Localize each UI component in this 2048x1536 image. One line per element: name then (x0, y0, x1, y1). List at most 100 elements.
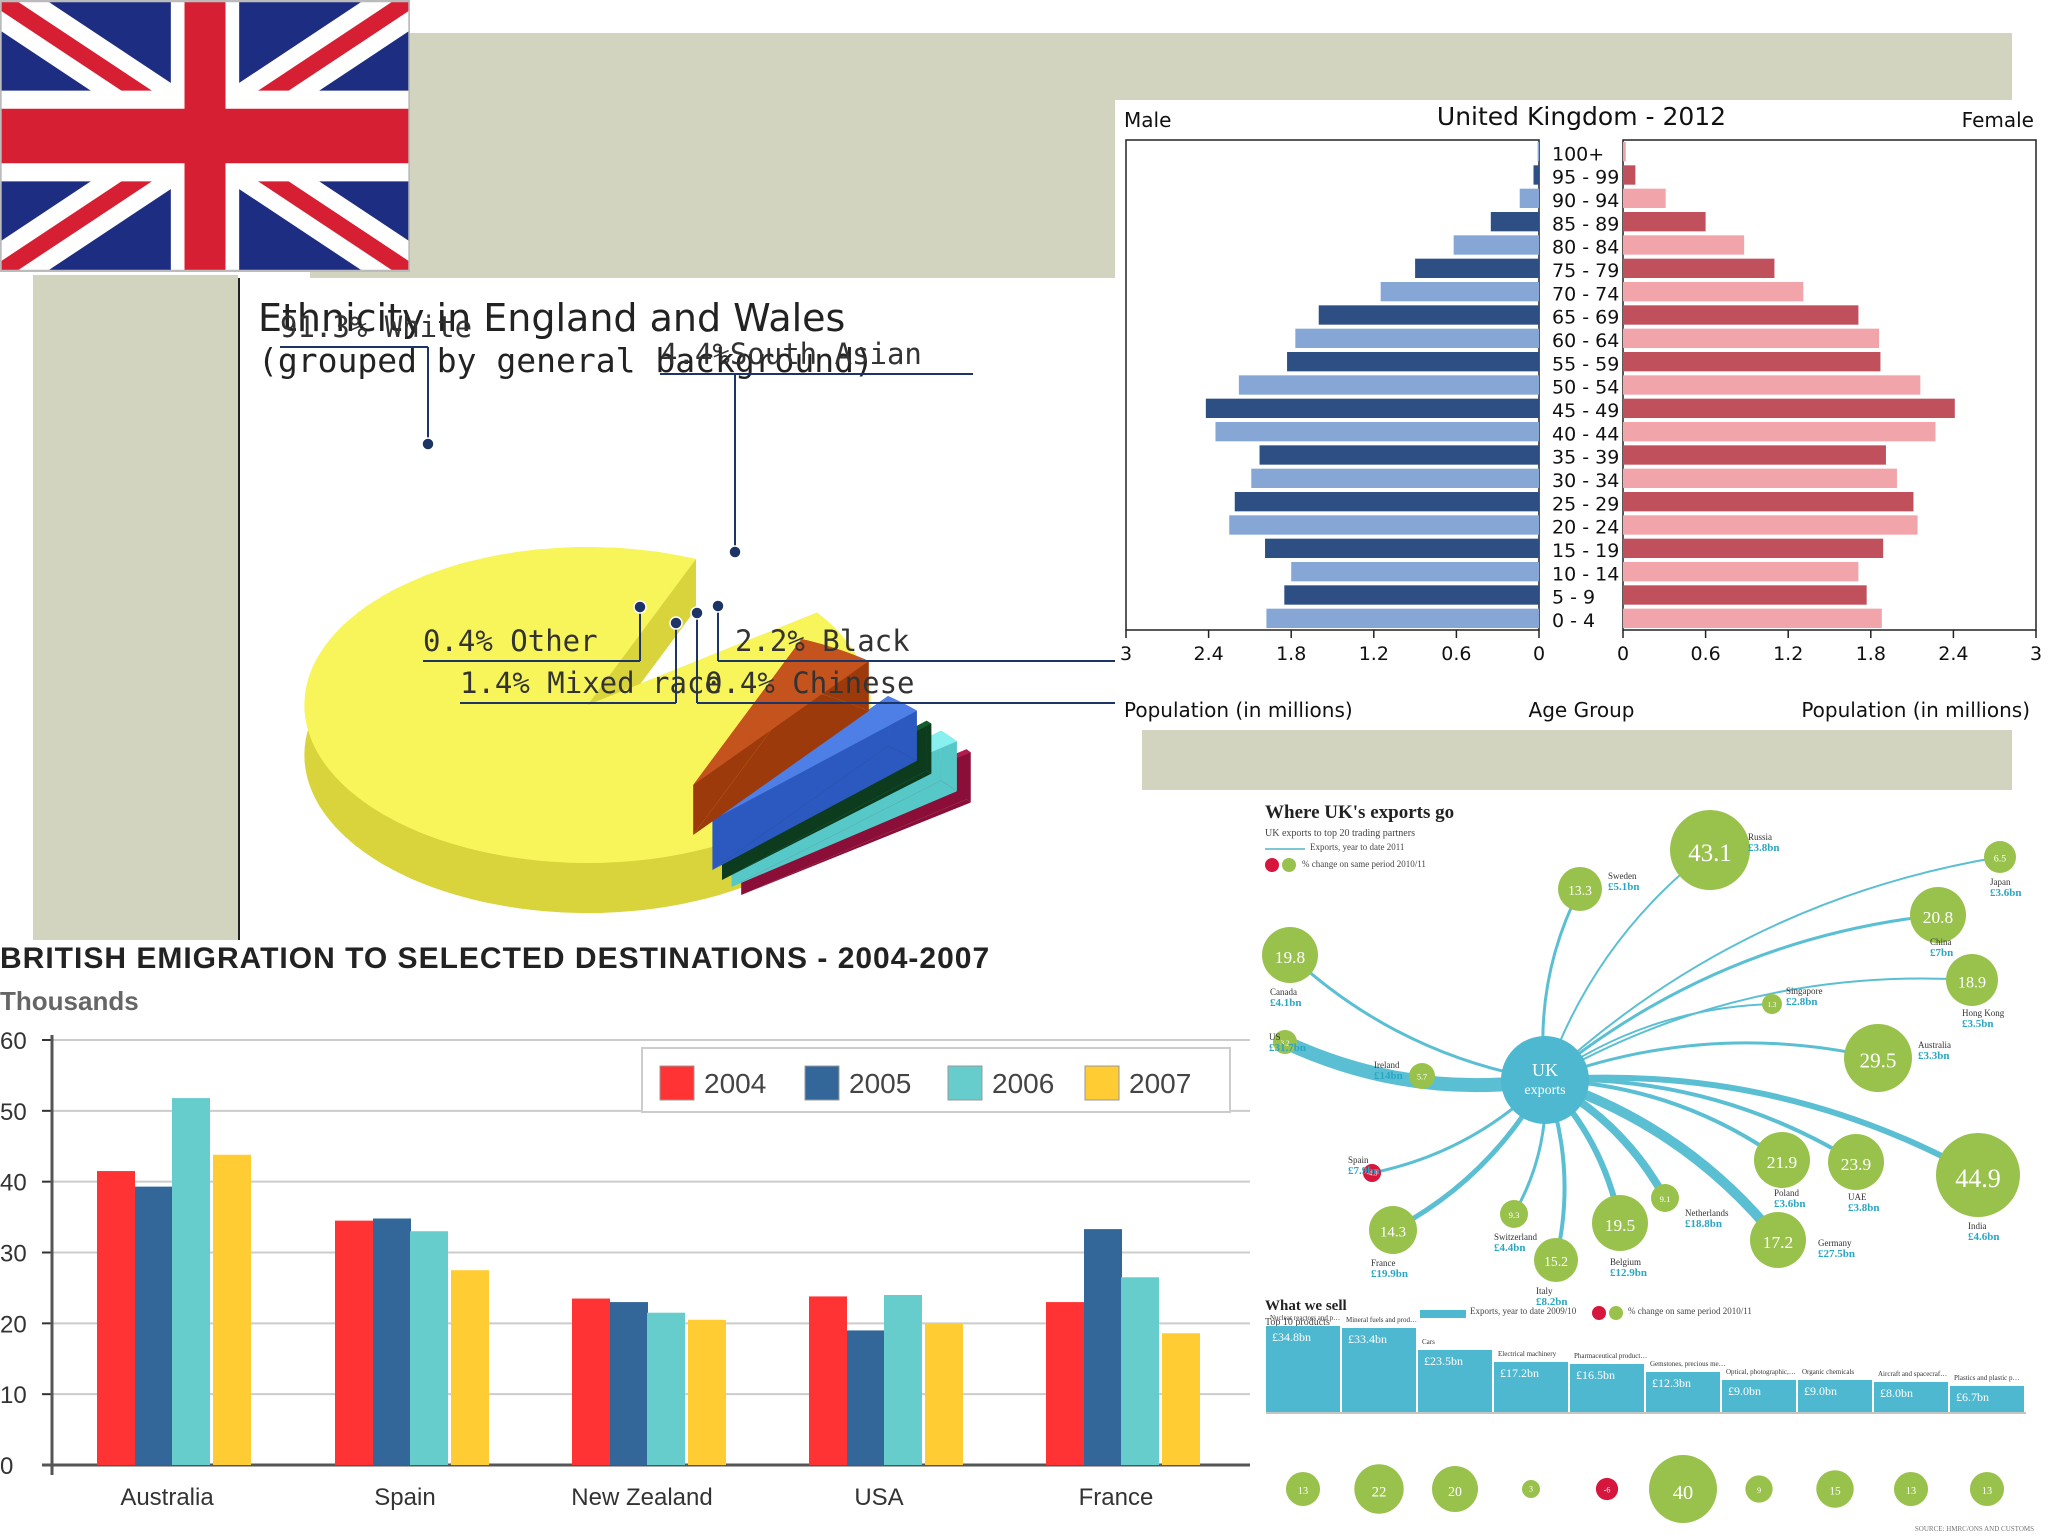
product-value-8: £8.0bn (1880, 1386, 1913, 1400)
partner-bubble-switzerland (1500, 1200, 1528, 1228)
pyramid-female-label: Female (1961, 108, 2034, 132)
partner-change-14: -4.3 (1366, 1170, 1378, 1178)
export-flow-india (1542, 1074, 1981, 1178)
pie-slice-wall (926, 720, 932, 774)
partner-bubble-hong-kong (1946, 954, 1998, 1006)
female-bar-4 (1623, 235, 1745, 255)
pie-label-white: 91.3% White (280, 310, 472, 344)
product-name-5: Gemstones, precious me… (1650, 1360, 1726, 1368)
partner-value-15: £14bn (1374, 1070, 1403, 1082)
product-value-4: £16.5bn (1576, 1368, 1615, 1382)
female-bar-9 (1623, 352, 1881, 372)
product-name-0: Nuclear reactors and p… (1270, 1314, 1340, 1322)
partner-value-9: £18.8bn (1685, 1218, 1722, 1230)
partner-change-17: 19.8 (1275, 948, 1306, 967)
partner-change-2: 20.8 (1923, 908, 1954, 927)
pie-slice-wall (966, 749, 971, 803)
product-value-3: £17.2bn (1500, 1366, 1539, 1380)
olive-band-right (1140, 730, 2012, 790)
bar-new-zealand-2007 (688, 1319, 726, 1465)
product-change-bubble-0 (1285, 1471, 1321, 1507)
bar-france-2004 (1046, 1302, 1084, 1465)
partner-bubble-russia (1670, 810, 1750, 890)
product-value-7: £9.0bn (1804, 1384, 1837, 1398)
sell-legend-change-text: % change on same period 2010/11 (1628, 1306, 1752, 1316)
partner-bubble-netherlands (1651, 1184, 1679, 1212)
bar-new-zealand-2006 (647, 1312, 685, 1465)
partner-bubble-spain (1363, 1164, 1381, 1182)
partner-name-0: Russia (1748, 832, 1772, 842)
pie-label-mixed-dot (669, 616, 683, 630)
partner-value-19: £5.1bn (1608, 881, 1640, 893)
product-name-1: Mineral fuels and prod… (1346, 1316, 1417, 1324)
female-bar-3 (1623, 212, 1706, 232)
male-bar-13 (1259, 445, 1539, 465)
age-group-label-5: 75 - 79 (1552, 260, 1619, 282)
partner-value-11: £8.2bn (1536, 1296, 1568, 1308)
age-group-label-6: 70 - 74 (1552, 283, 1619, 305)
partner-change-4: 29.5 (1860, 1049, 1897, 1073)
product-change-bubble-5 (1649, 1455, 1717, 1523)
partner-change-15: 5.7 (1417, 1073, 1427, 1082)
product-value-0: £34.8bn (1272, 1330, 1311, 1344)
partner-change-1: 6.5 (1994, 853, 2006, 864)
male-bar-6 (1380, 282, 1539, 302)
hub-label-2: exports (1524, 1083, 1565, 1098)
bar-new-zealand-2005 (610, 1302, 648, 1465)
male-bar-3 (1490, 212, 1539, 232)
tick-left-1: 2.4 (1193, 643, 1223, 665)
bar-usa-2005 (847, 1330, 885, 1465)
partner-value-4: £3.3bn (1918, 1050, 1950, 1062)
tick-left-4: 0.6 (1441, 643, 1471, 665)
tick-left-0: 3 (1120, 643, 1132, 665)
partner-bubble-ireland (1409, 1063, 1435, 1089)
bar-australia-2004 (97, 1171, 135, 1465)
product-bar-1 (1342, 1328, 1416, 1412)
male-bar-15 (1234, 492, 1539, 512)
partner-name-7: UAE (1848, 1192, 1867, 1202)
category-label-2: New Zealand (571, 1484, 712, 1511)
export-flow-australia (1543, 1041, 1880, 1082)
exports-source: SOURCE: HMRC/ONS AND CUSTOMS (1914, 1525, 2034, 1533)
product-bar-4 (1570, 1364, 1644, 1412)
legend-label-2004: 2004 (704, 1068, 766, 1099)
age-group-label-18: 10 - 14 (1552, 563, 1619, 585)
partner-value-10: £12.9bn (1610, 1267, 1647, 1279)
pie-slice-1 (693, 639, 869, 785)
bar-france-2005 (1084, 1229, 1122, 1465)
product-change-2: 20 (1448, 1484, 1462, 1499)
partner-change-6: 17.2 (1763, 1233, 1793, 1252)
decrease-marker-icon (1265, 858, 1279, 872)
partner-name-18: Singapore (1786, 986, 1823, 996)
product-bar-0 (1266, 1326, 1340, 1412)
partner-name-10: Belgium (1610, 1257, 1641, 1267)
tick-right-4: 2.4 (1938, 643, 1968, 665)
age-group-label-0: 100+ (1552, 143, 1604, 165)
product-bar-6 (1722, 1380, 1796, 1412)
product-name-4: Pharmaceutical product… (1574, 1352, 1647, 1360)
sell-increase-icon (1609, 1306, 1623, 1320)
partner-value-7: £3.8bn (1848, 1202, 1880, 1214)
pyramid-title: United Kingdom - 2012 (1436, 102, 1727, 131)
male-bar-7 (1318, 305, 1539, 325)
pie-slice-side (741, 799, 971, 895)
legend-swatch-2006 (947, 1065, 983, 1101)
product-value-5: £12.3bn (1652, 1376, 1691, 1390)
product-name-2: Cars (1422, 1338, 1435, 1346)
pyramid-male-label: Male (1124, 108, 1172, 132)
female-bar-6 (1623, 282, 1804, 302)
product-change-bubble-2 (1432, 1466, 1478, 1512)
pie-slice-side (693, 689, 869, 835)
bar-france-2006 (1121, 1277, 1159, 1465)
age-group-label-15: 25 - 29 (1552, 493, 1619, 515)
partner-bubble-belgium (1592, 1195, 1648, 1251)
emigration-bar-chart: 0 10 20 30 40 50 60 Australia Spain New Zealand US… (0, 1028, 1250, 1511)
ytick-label-4: 40 (0, 1170, 27, 1197)
male-bar-5 (1415, 258, 1539, 278)
partner-change-9: 9.1 (1660, 1194, 1671, 1204)
product-change-1: 22 (1372, 1484, 1387, 1500)
male-bar-11 (1205, 398, 1539, 418)
exports-legend-line (1265, 848, 1305, 850)
bar-france-2007 (1162, 1333, 1200, 1465)
ytick-label-0: 0 (0, 1453, 13, 1480)
